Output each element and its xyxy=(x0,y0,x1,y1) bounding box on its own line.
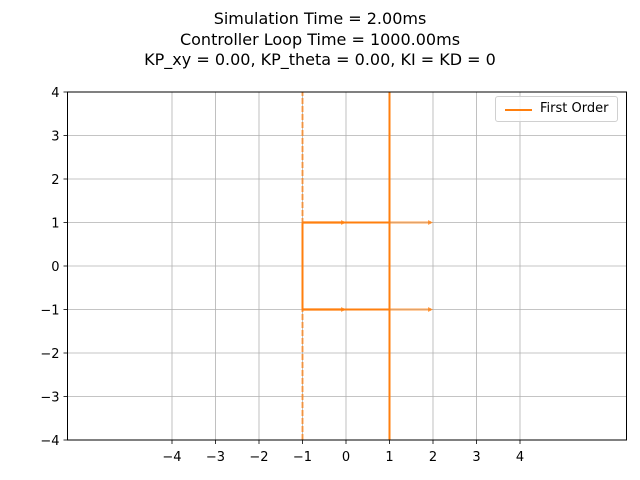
y-tick-label: −4 xyxy=(40,434,59,449)
y-tick-label: 2 xyxy=(51,173,59,188)
x-tick-label: 0 xyxy=(342,450,350,465)
y-tick-label: 4 xyxy=(51,86,59,101)
y-tick-label: 1 xyxy=(51,217,59,232)
x-tick-label: −1 xyxy=(293,450,312,465)
x-tick-label: 2 xyxy=(429,450,437,465)
legend: First Order xyxy=(495,96,618,122)
x-tick-label: −3 xyxy=(206,450,225,465)
grid-lines xyxy=(67,91,627,441)
axis-ticks: −4 −3 −2 −1 0 1 2 3 4 −4 −3 −2 −1 0 1 2 3 4 xyxy=(40,86,524,465)
y-tick-label: −2 xyxy=(40,347,59,362)
y-tick-label: 0 xyxy=(51,260,59,275)
x-tick-label: 3 xyxy=(472,450,480,465)
x-tick-label: −4 xyxy=(162,450,181,465)
y-tick-label: −1 xyxy=(40,304,59,319)
x-tick-label: 1 xyxy=(385,450,393,465)
x-tick-label: 4 xyxy=(516,450,524,465)
y-tick-label: 3 xyxy=(51,130,59,145)
legend-line-swatch xyxy=(505,109,532,111)
x-tick-label: −2 xyxy=(249,450,268,465)
series-first-order xyxy=(301,92,433,440)
chart-title-line-3: KP_xy = 0.00, KP_theta = 0.00, KI = KD =… xyxy=(144,50,496,69)
chart-title-line-2: Controller Loop Time = 1000.00ms xyxy=(179,30,461,49)
legend-label: First Order xyxy=(540,101,609,116)
y-tick-label: −3 xyxy=(40,391,59,406)
chart-title-line-1: Simulation Time = 2.00ms xyxy=(213,9,427,28)
